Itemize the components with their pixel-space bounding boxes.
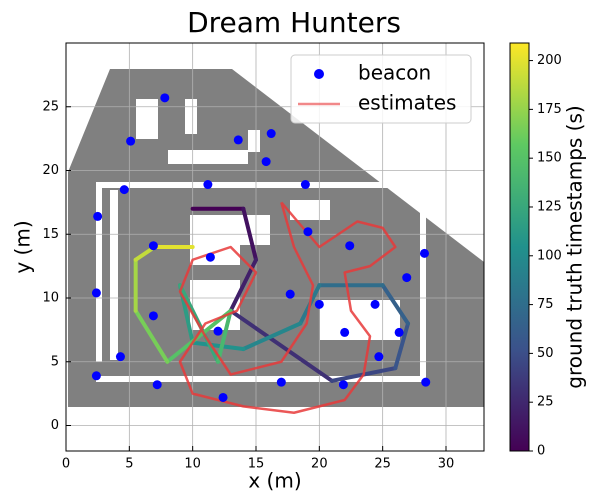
- legend-label: estimates: [358, 91, 456, 115]
- beacon-point: [152, 380, 162, 390]
- beacon-point: [119, 185, 129, 195]
- y-tick-label: 25: [42, 99, 59, 114]
- beacon-point: [148, 241, 158, 251]
- x-tick-label: 15: [248, 457, 265, 472]
- chart-title: Dream Hunters: [187, 6, 401, 39]
- x-tick-label: 0: [62, 457, 70, 472]
- legend-label: beacon: [358, 61, 431, 85]
- trajectory-segment: [165, 308, 233, 364]
- colorbar-tick-label: 25: [537, 395, 554, 410]
- colorbar-tick-label: 50: [537, 346, 554, 361]
- beacon-point: [261, 157, 271, 167]
- colorbar-tick-label: 150: [537, 151, 562, 166]
- y-tick-label: 5: [51, 354, 59, 369]
- plot-area: [65, 43, 484, 451]
- beacon-point: [345, 241, 355, 251]
- beacon-point: [160, 93, 170, 103]
- trajectory-segment: [228, 308, 334, 383]
- legend: beacon estimates: [290, 54, 472, 124]
- beacon-point: [218, 392, 228, 402]
- colorbar-tick-label: 75: [537, 297, 554, 312]
- axes-frame: [65, 42, 485, 452]
- estimate-line: [178, 201, 397, 414]
- beacon-point: [303, 227, 313, 237]
- beacon-point: [394, 327, 404, 337]
- beacon-point: [338, 380, 348, 390]
- beacon-point: [115, 352, 125, 362]
- x-axis-label: x (m): [248, 469, 301, 492]
- beacon-point: [340, 327, 350, 337]
- beacon-point: [266, 129, 276, 139]
- trajectory-segment: [133, 308, 170, 364]
- x-tick-label: 25: [374, 457, 391, 472]
- beacon-point: [374, 352, 384, 362]
- beacon-point: [370, 299, 380, 309]
- trajectory-segment: [216, 308, 233, 364]
- colorbar-tick-label: 200: [537, 53, 562, 68]
- trajectory-segment: [241, 206, 258, 262]
- beacon-point: [285, 289, 295, 299]
- colorbar-tick-label: 175: [537, 102, 562, 117]
- beacon-point: [91, 371, 101, 381]
- beacon-point: [93, 211, 103, 221]
- beacon-point: [421, 377, 431, 387]
- beacon-point: [419, 248, 429, 258]
- colorbar-tick-label: 125: [537, 199, 562, 214]
- y-tick-label: 20: [42, 163, 59, 178]
- beacon-point: [213, 326, 223, 336]
- y-tick-label: 0: [51, 418, 59, 433]
- beacon-point: [276, 377, 286, 387]
- beacon-point: [205, 252, 215, 262]
- legend-box: [290, 54, 472, 124]
- x-tick-label: 20: [311, 457, 328, 472]
- beacon-point: [314, 299, 324, 309]
- floor-plan: [68, 69, 484, 407]
- colorbar-label: ground truth timestamps (s): [563, 105, 587, 388]
- trajectory-segment: [393, 321, 410, 371]
- y-tick-label: 10: [42, 291, 59, 306]
- x-tick-label: 30: [438, 457, 455, 472]
- colorbar-tick-label: 100: [537, 248, 562, 263]
- y-tick-label: 15: [42, 227, 59, 242]
- trajectory-segment: [190, 340, 246, 351]
- legend-marker: [314, 69, 324, 79]
- trajectory-segment: [380, 283, 410, 326]
- x-tick-label: 5: [125, 457, 133, 472]
- colorbar-tick-label: 0: [537, 444, 545, 459]
- beacon-point: [300, 180, 310, 190]
- beacon-point: [203, 180, 213, 190]
- beacon-point: [148, 311, 158, 321]
- beacon-point: [126, 136, 136, 146]
- beacon-point: [233, 135, 243, 145]
- beacon-point: [402, 273, 412, 283]
- x-tick-label: 10: [184, 457, 201, 472]
- colorbar: [509, 42, 530, 452]
- y-axis-label: y (m): [11, 220, 35, 273]
- beacon-point: [91, 288, 101, 298]
- trajectory-segment: [241, 321, 303, 351]
